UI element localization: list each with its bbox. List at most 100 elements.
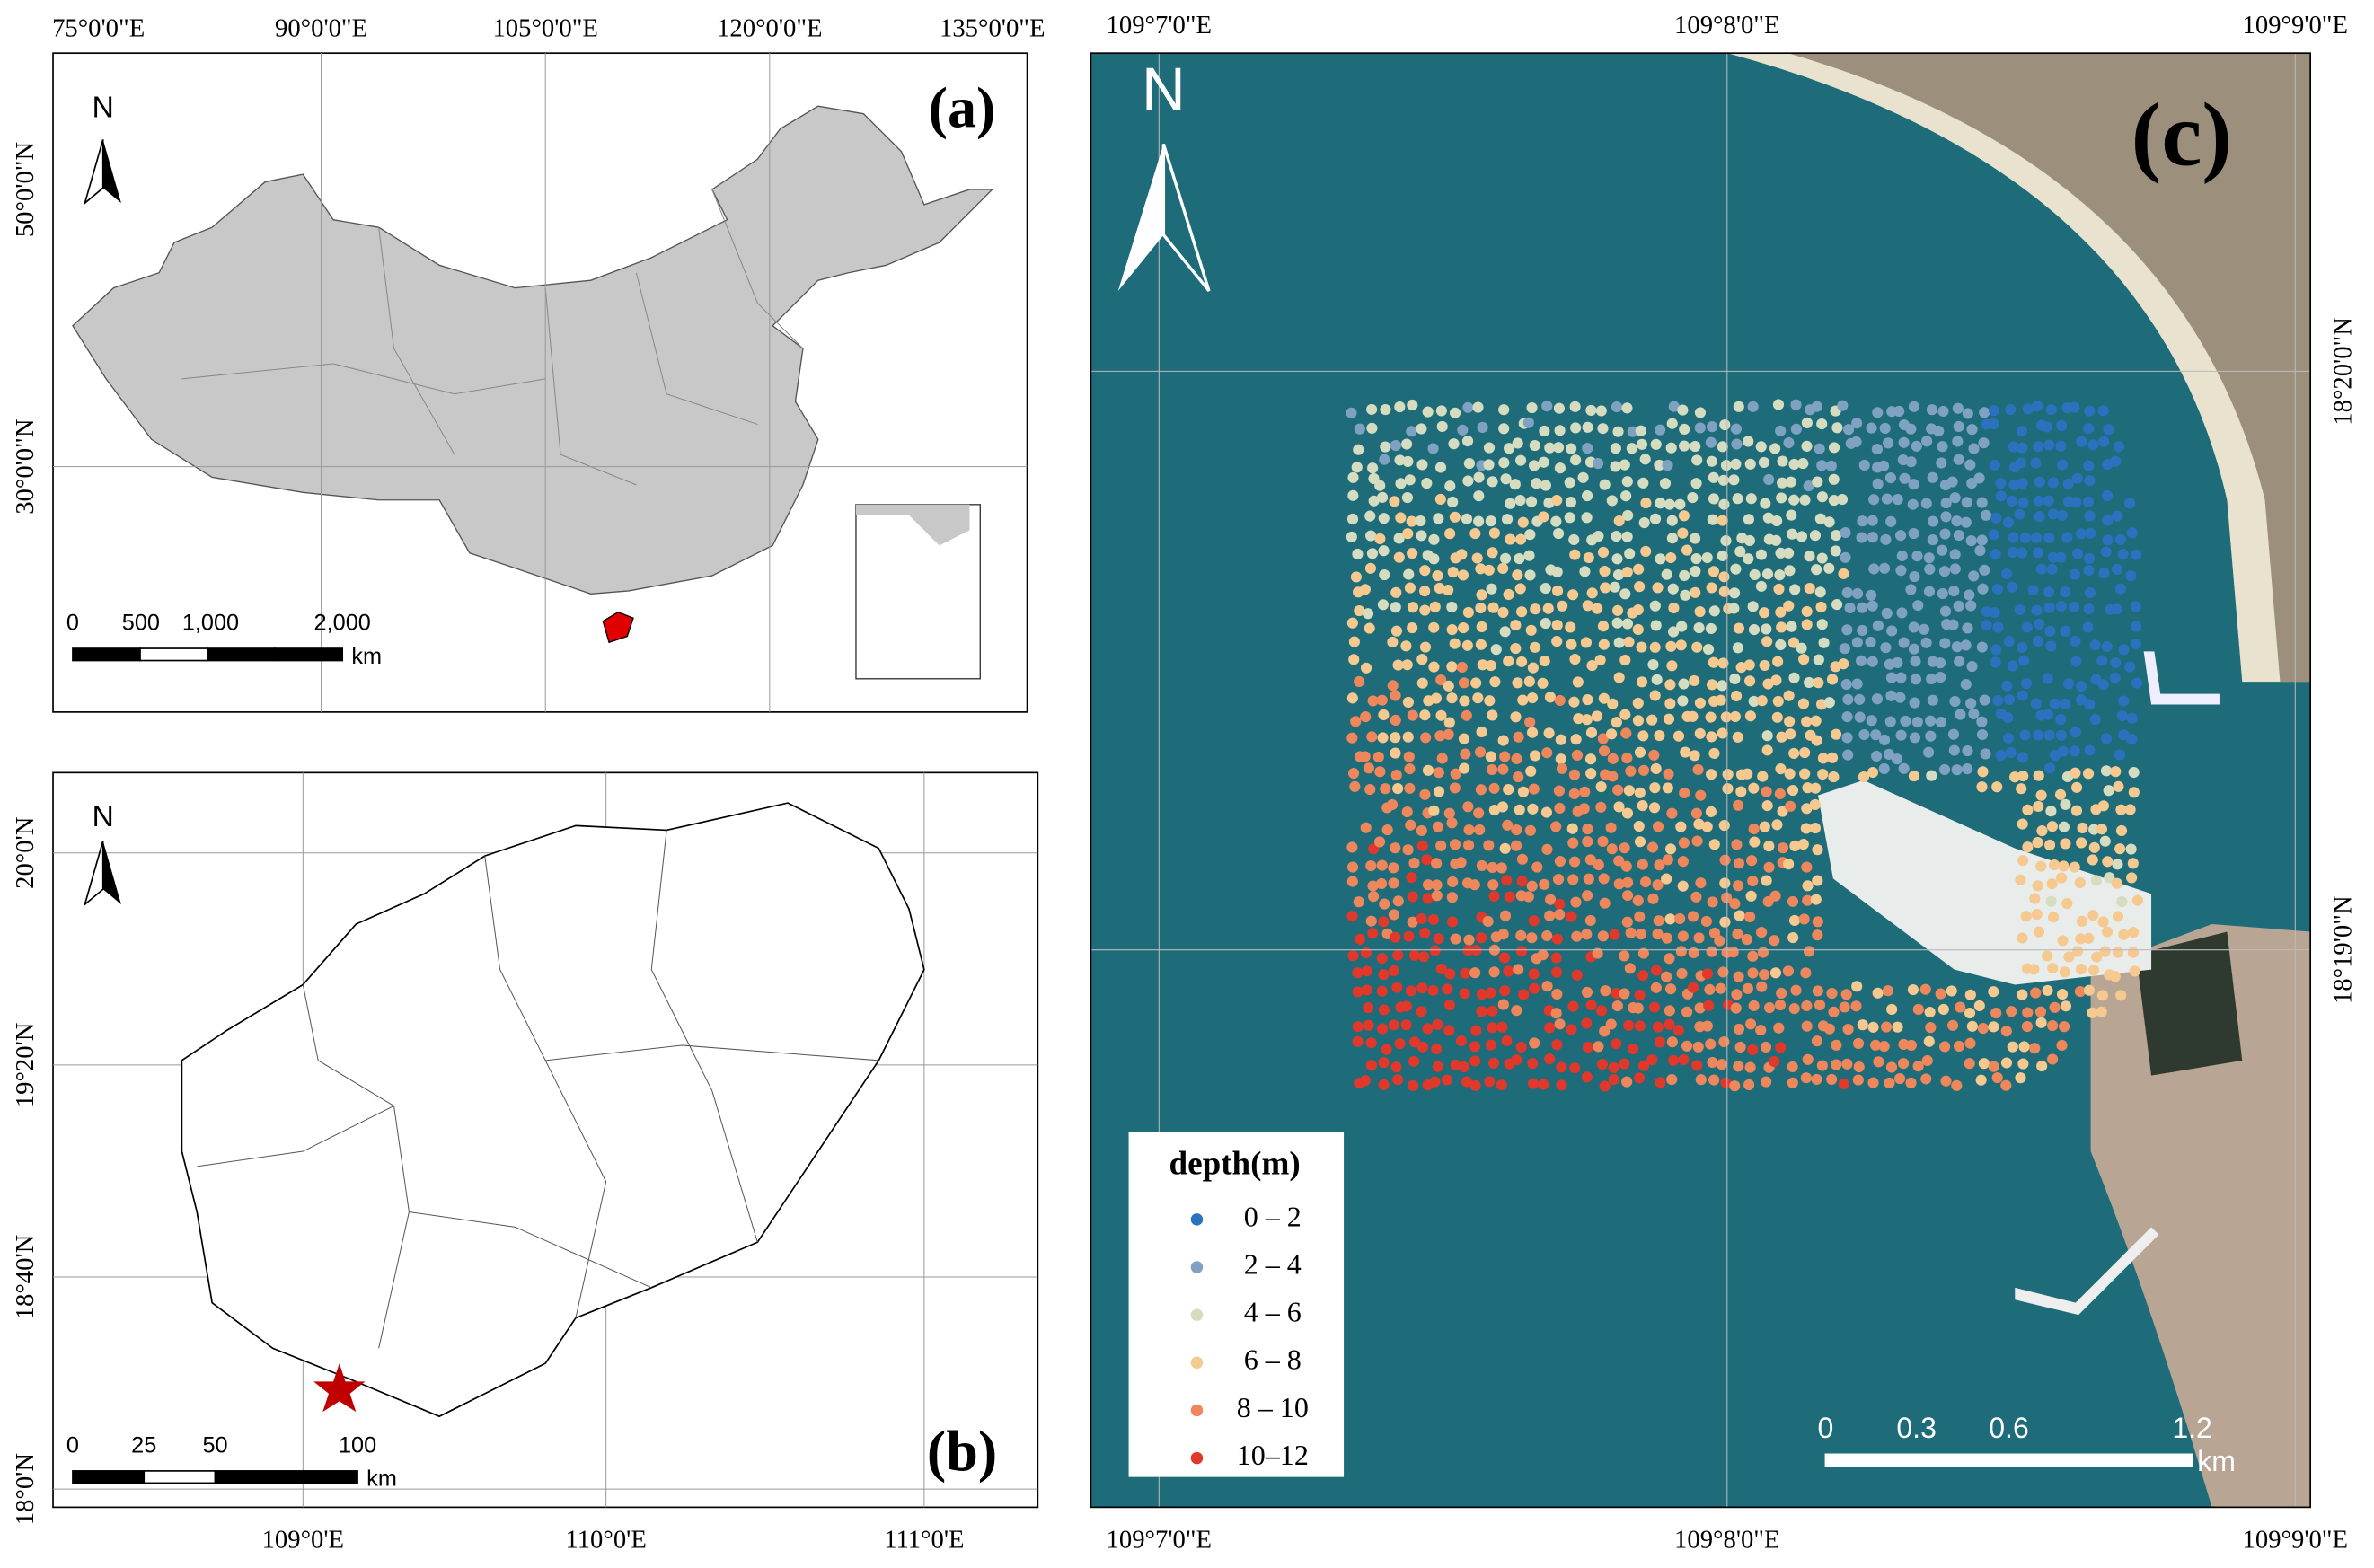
sounding-point xyxy=(1921,436,1933,447)
scale-segment xyxy=(2008,1453,2102,1467)
sounding-point xyxy=(1717,550,1728,562)
sounding-point xyxy=(1979,407,1990,418)
sounding-point xyxy=(2057,745,2069,757)
sounding-point xyxy=(1909,732,1921,744)
sounding-point xyxy=(1474,746,1487,758)
sounding-point xyxy=(1718,1035,1730,1048)
sounding-point xyxy=(1471,552,1483,564)
sounding-point xyxy=(1497,606,1509,618)
legend-swatch xyxy=(1190,1356,1204,1370)
sounding-point xyxy=(2029,1043,2041,1054)
sounding-point xyxy=(1544,442,1556,454)
sounding-point xyxy=(1718,571,1730,583)
sounding-point xyxy=(1909,571,1920,583)
sounding-point xyxy=(1828,495,1840,507)
sounding-point xyxy=(2049,1001,2061,1013)
sounding-point xyxy=(1446,916,1459,928)
sounding-point xyxy=(1936,457,1947,469)
sounding-point xyxy=(2069,861,2080,873)
sounding-point xyxy=(1360,947,1372,959)
sounding-point xyxy=(1498,404,1510,416)
sounding-point xyxy=(1622,876,1634,888)
sounding-point xyxy=(1761,730,1773,742)
sounding-point xyxy=(1377,732,1389,744)
sounding-point xyxy=(1823,516,1835,528)
sounding-point xyxy=(1569,1062,1581,1074)
sounding-point xyxy=(1463,458,1475,470)
sounding-point xyxy=(1403,751,1415,762)
sounding-point xyxy=(1567,837,1579,849)
sounding-point xyxy=(2084,510,2096,522)
sounding-point xyxy=(2097,800,2110,812)
sounding-point xyxy=(1416,912,1427,925)
sounding-point xyxy=(1530,750,1541,762)
sounding-point xyxy=(1722,769,1734,780)
sounding-point xyxy=(1529,1037,1540,1049)
sounding-point xyxy=(1403,930,1415,942)
sounding-point xyxy=(1841,624,1853,636)
sounding-point xyxy=(1814,513,1826,524)
right-label: 18°20'0"N xyxy=(2329,317,2358,426)
sounding-point xyxy=(1449,839,1461,850)
sounding-point xyxy=(1620,727,1632,739)
sounding-point xyxy=(1540,806,1552,818)
sounding-point xyxy=(1446,624,1458,636)
sounding-point xyxy=(2110,455,2122,467)
sounding-point xyxy=(1597,621,1610,632)
sounding-point xyxy=(1893,405,1905,417)
sounding-point xyxy=(1828,473,1840,485)
sounding-point xyxy=(1503,784,1514,796)
sounding-point xyxy=(1953,1040,1965,1053)
sounding-point xyxy=(2089,714,2101,726)
sounding-point xyxy=(1551,619,1563,631)
sounding-point xyxy=(2030,987,2042,999)
sounding-point xyxy=(1703,1000,1715,1011)
sounding-point xyxy=(1872,987,1884,999)
sounding-point xyxy=(1407,622,1418,634)
sounding-point xyxy=(1665,442,1677,454)
sounding-point xyxy=(1458,733,1470,744)
sounding-point xyxy=(1499,985,1511,997)
sounding-point xyxy=(1619,654,1631,666)
sounding-point xyxy=(1388,1019,1399,1031)
sounding-point xyxy=(1514,533,1527,545)
sounding-point xyxy=(1801,1000,1813,1011)
sounding-point xyxy=(1486,763,1498,776)
sounding-point xyxy=(1353,444,1364,455)
sounding-point xyxy=(1368,891,1380,903)
sounding-point xyxy=(1788,672,1800,683)
sounding-point xyxy=(1908,621,1919,633)
sounding-point xyxy=(1783,436,1795,449)
sounding-point xyxy=(1989,606,2000,619)
sounding-point xyxy=(1690,565,1701,577)
sounding-point xyxy=(1503,588,1514,601)
sounding-point xyxy=(2017,932,2028,944)
sounding-point xyxy=(1407,602,1419,613)
sounding-point xyxy=(1516,853,1528,865)
sounding-point xyxy=(1801,861,1813,873)
scale-label: 0 xyxy=(1818,1412,1834,1444)
sounding-point xyxy=(1511,1054,1522,1066)
sounding-point xyxy=(1907,983,1919,996)
sounding-point xyxy=(1880,642,1892,654)
sounding-point xyxy=(1702,643,1715,656)
sounding-point xyxy=(2035,789,2047,801)
sounding-point xyxy=(1907,498,1919,510)
sounding-point xyxy=(1978,1058,1990,1070)
sounding-point xyxy=(1649,641,1661,653)
sounding-point xyxy=(1550,821,1562,832)
sounding-point xyxy=(1695,1074,1707,1086)
sounding-point xyxy=(1421,854,1433,866)
sounding-point xyxy=(1538,1079,1549,1090)
sounding-point xyxy=(1605,1018,1617,1030)
sounding-point xyxy=(1802,894,1814,906)
sounding-point xyxy=(2043,729,2055,741)
sounding-point xyxy=(2059,1021,2070,1033)
sounding-point xyxy=(1606,728,1618,740)
sounding-point xyxy=(1392,1074,1404,1086)
sounding-point xyxy=(2006,495,2017,507)
sounding-point xyxy=(1898,762,1910,774)
sounding-point xyxy=(1755,549,1767,560)
sounding-point xyxy=(1496,862,1507,874)
sounding-point xyxy=(1878,734,1891,745)
